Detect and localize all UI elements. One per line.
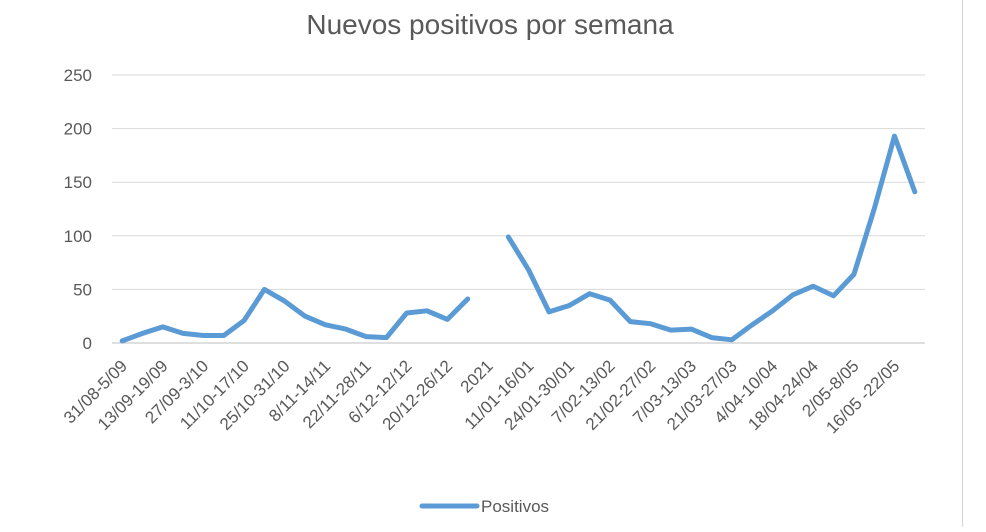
y-tick-label: 0 [83, 334, 92, 353]
y-tick-label: 100 [64, 227, 92, 246]
y-tick-label: 50 [73, 280, 92, 299]
y-axis-ticks: 0 50 100 150 200 250 [64, 66, 92, 353]
y-tick-label: 250 [64, 66, 92, 85]
gridlines [112, 74, 925, 290]
legend: Positivos [419, 497, 549, 516]
x-axis-ticks: 31/08-5/0913/09-19/0927/09-3/1011/10-17/… [60, 356, 903, 437]
y-tick-label: 150 [64, 173, 92, 192]
series-line-positivos-segment-1 [119, 286, 471, 344]
series-line-positivos-segment-2 [505, 133, 918, 343]
series-lines [119, 133, 918, 344]
y-tick-label: 200 [64, 120, 92, 139]
right-edge-divider [962, 0, 963, 527]
chart-title: Nuevos positivos por semana [306, 9, 674, 40]
legend-label: Positivos [481, 497, 549, 516]
